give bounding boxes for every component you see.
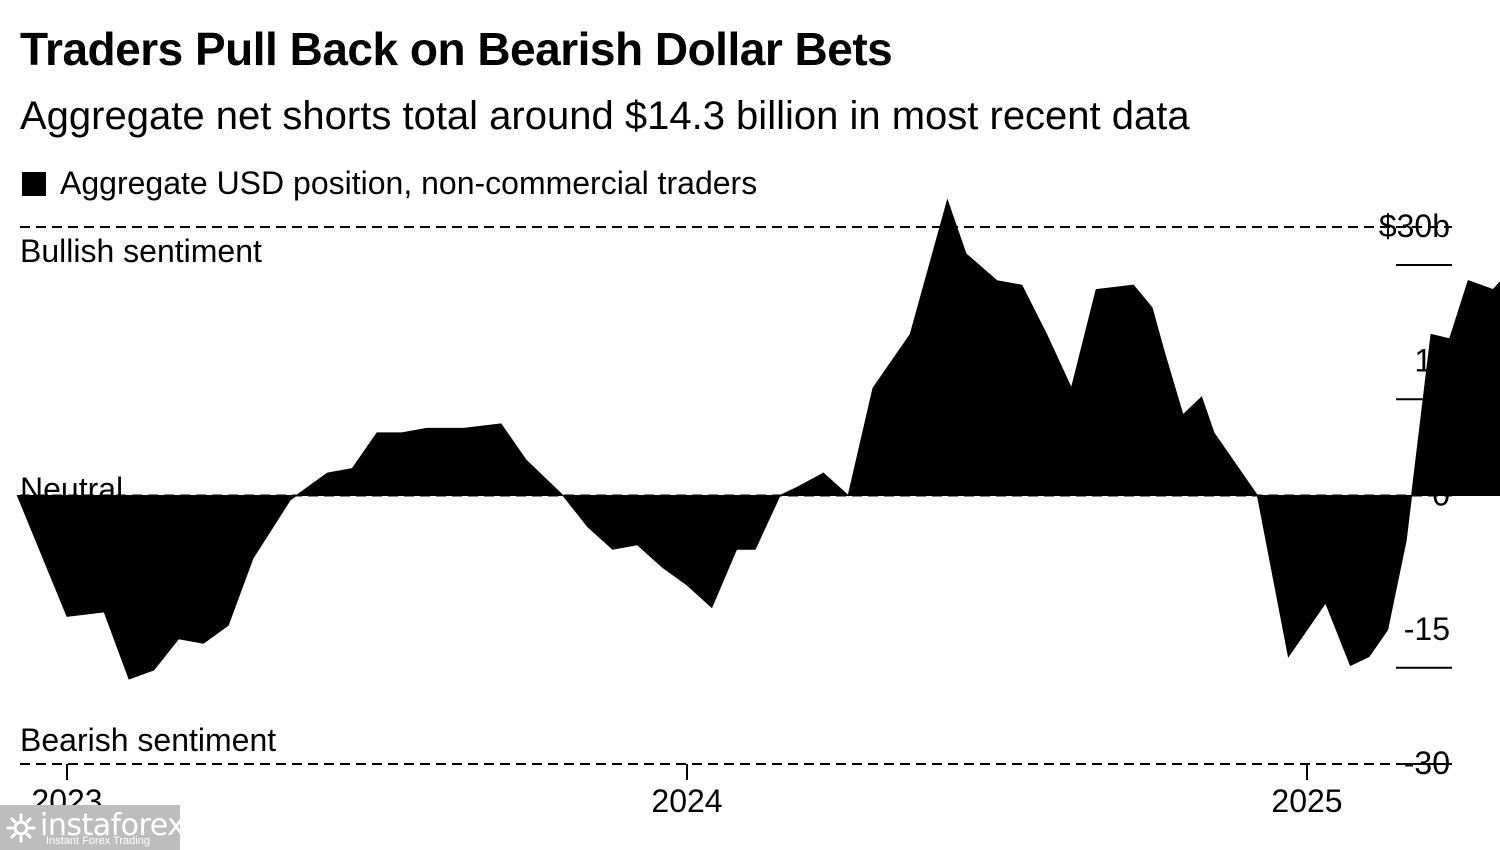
y-tick-label: -15	[1404, 611, 1450, 647]
annotation-label: Neutral	[20, 471, 123, 507]
instaforex-logo-icon	[6, 813, 36, 843]
watermark-name: instaforex	[40, 808, 185, 843]
legend-label: Aggregate USD position, non-commercial t…	[60, 165, 758, 201]
y-tick-label: $30b	[1379, 208, 1450, 244]
x-tick-label: 2024	[651, 783, 722, 819]
chart-title: Traders Pull Back on Bearish Dollar Bets	[20, 23, 893, 75]
x-tick-label: 2025	[1271, 783, 1342, 819]
legend-swatch	[22, 171, 46, 196]
annotation-label: Bearish sentiment	[20, 722, 276, 758]
annotation-label: Bullish sentiment	[20, 233, 262, 269]
legend: Aggregate USD position, non-commercial t…	[22, 165, 757, 202]
y-tick-label: 0	[1432, 477, 1450, 513]
series-area	[16, 198, 1500, 680]
watermark: instaforex Instant Forex Trading	[0, 805, 185, 850]
watermark-tagline: Instant Forex Trading	[46, 835, 150, 847]
y-tick-label: 15	[1414, 342, 1450, 378]
chart-subtitle: Aggregate net shorts total around $14.3 …	[20, 94, 1190, 138]
